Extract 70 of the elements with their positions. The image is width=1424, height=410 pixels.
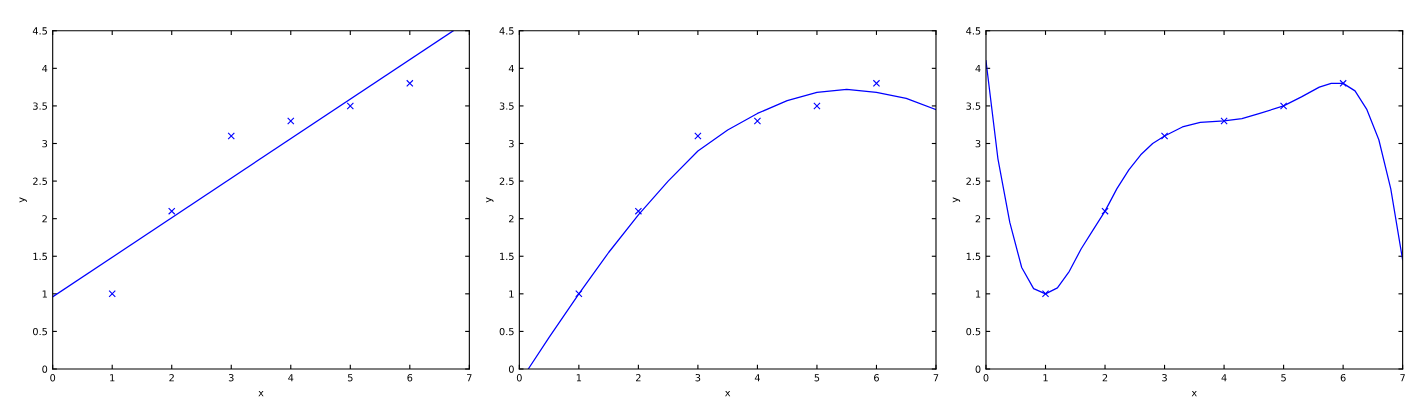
y-tick-label: 0.5 bbox=[966, 327, 981, 336]
point bbox=[168, 207, 176, 215]
x-tick-label: 1 bbox=[1043, 374, 1048, 382]
point bbox=[227, 132, 235, 140]
x-tick-label: 5 bbox=[814, 374, 820, 382]
y-tick-label: 4 bbox=[975, 64, 981, 73]
y-tick-label: 0.5 bbox=[33, 327, 47, 336]
x-tick-label: 6 bbox=[874, 374, 879, 382]
y-tick-label: 2 bbox=[975, 215, 981, 223]
point bbox=[108, 290, 116, 298]
y-tick-label: 1.5 bbox=[33, 252, 47, 261]
y-tick-label: 4 bbox=[42, 64, 48, 73]
x-axis-title: x bbox=[725, 390, 731, 397]
y-tick-label: 4.5 bbox=[966, 27, 981, 35]
x-tick-label: 0 bbox=[983, 374, 989, 382]
x-tick-label: 3 bbox=[228, 374, 234, 382]
y-tick-label: 2 bbox=[509, 215, 514, 223]
y-tick-label: 3.5 bbox=[33, 102, 47, 110]
x-tick-label: 7 bbox=[933, 374, 939, 382]
y-tick-label: 1 bbox=[509, 290, 514, 298]
x-axis-title: x bbox=[258, 390, 264, 397]
x-tick-label: 4 bbox=[754, 374, 760, 382]
x-tick-label: 4 bbox=[1221, 374, 1227, 382]
x-tick-label: 1 bbox=[576, 374, 582, 382]
x-tick-label: 2 bbox=[1102, 374, 1108, 382]
y-tick-label: 3 bbox=[42, 139, 48, 148]
point bbox=[634, 207, 643, 215]
y-tick-label: 1 bbox=[42, 290, 47, 298]
y-tick-label: 1 bbox=[976, 290, 981, 298]
y-tick-label: 4.5 bbox=[499, 27, 514, 35]
x-tick-label: 3 bbox=[695, 374, 701, 382]
x-tick-label: 1 bbox=[110, 374, 115, 382]
x-tick-label: 7 bbox=[1400, 374, 1405, 382]
y-tick-label: 2.5 bbox=[966, 177, 981, 185]
y-tick-label: 1.5 bbox=[500, 252, 514, 261]
x-tick-label: 6 bbox=[407, 374, 413, 382]
y-tick-label: 4.5 bbox=[32, 27, 47, 35]
y-tick-label: 0 bbox=[508, 365, 514, 373]
point bbox=[753, 117, 762, 125]
x-tick-label: 0 bbox=[50, 374, 56, 382]
x-tick-label: 6 bbox=[1340, 374, 1346, 382]
y-tick-label: 2.5 bbox=[499, 177, 514, 185]
x-tick-label: 2 bbox=[169, 374, 174, 382]
x-tick-label: 3 bbox=[1162, 374, 1167, 382]
point bbox=[287, 117, 295, 125]
x-tick-label: 0 bbox=[516, 374, 522, 382]
point bbox=[1339, 79, 1347, 88]
y-tick-label: 2.5 bbox=[33, 177, 47, 185]
y-tick-label: 3 bbox=[975, 139, 981, 148]
x-tick-label: 4 bbox=[288, 374, 294, 382]
y-tick-label: 0.5 bbox=[499, 327, 514, 336]
x-tick-label: 5 bbox=[1281, 374, 1286, 382]
y-tick-label: 1.5 bbox=[966, 252, 981, 261]
x-tick-label: 7 bbox=[467, 374, 472, 382]
x-tick-label: 2 bbox=[636, 374, 641, 382]
y-tick-label: 2 bbox=[42, 215, 47, 223]
y-tick-label: 0 bbox=[975, 365, 981, 373]
point bbox=[346, 102, 354, 110]
y-tick-label: 4 bbox=[508, 64, 514, 73]
y-tick-label: 3.5 bbox=[499, 102, 514, 110]
y-tick-label: 3.5 bbox=[966, 102, 981, 110]
y-axis-title: y bbox=[486, 197, 494, 203]
line-series bbox=[527, 88, 936, 369]
point bbox=[406, 79, 414, 88]
y-tick-label: 3 bbox=[509, 139, 514, 148]
y-tick-label: 0 bbox=[42, 365, 48, 373]
y-axis-title: y bbox=[19, 197, 27, 203]
y-axis-title: y bbox=[952, 197, 961, 203]
x-axis-title: x bbox=[1191, 390, 1197, 397]
x-tick-label: 5 bbox=[347, 374, 353, 382]
